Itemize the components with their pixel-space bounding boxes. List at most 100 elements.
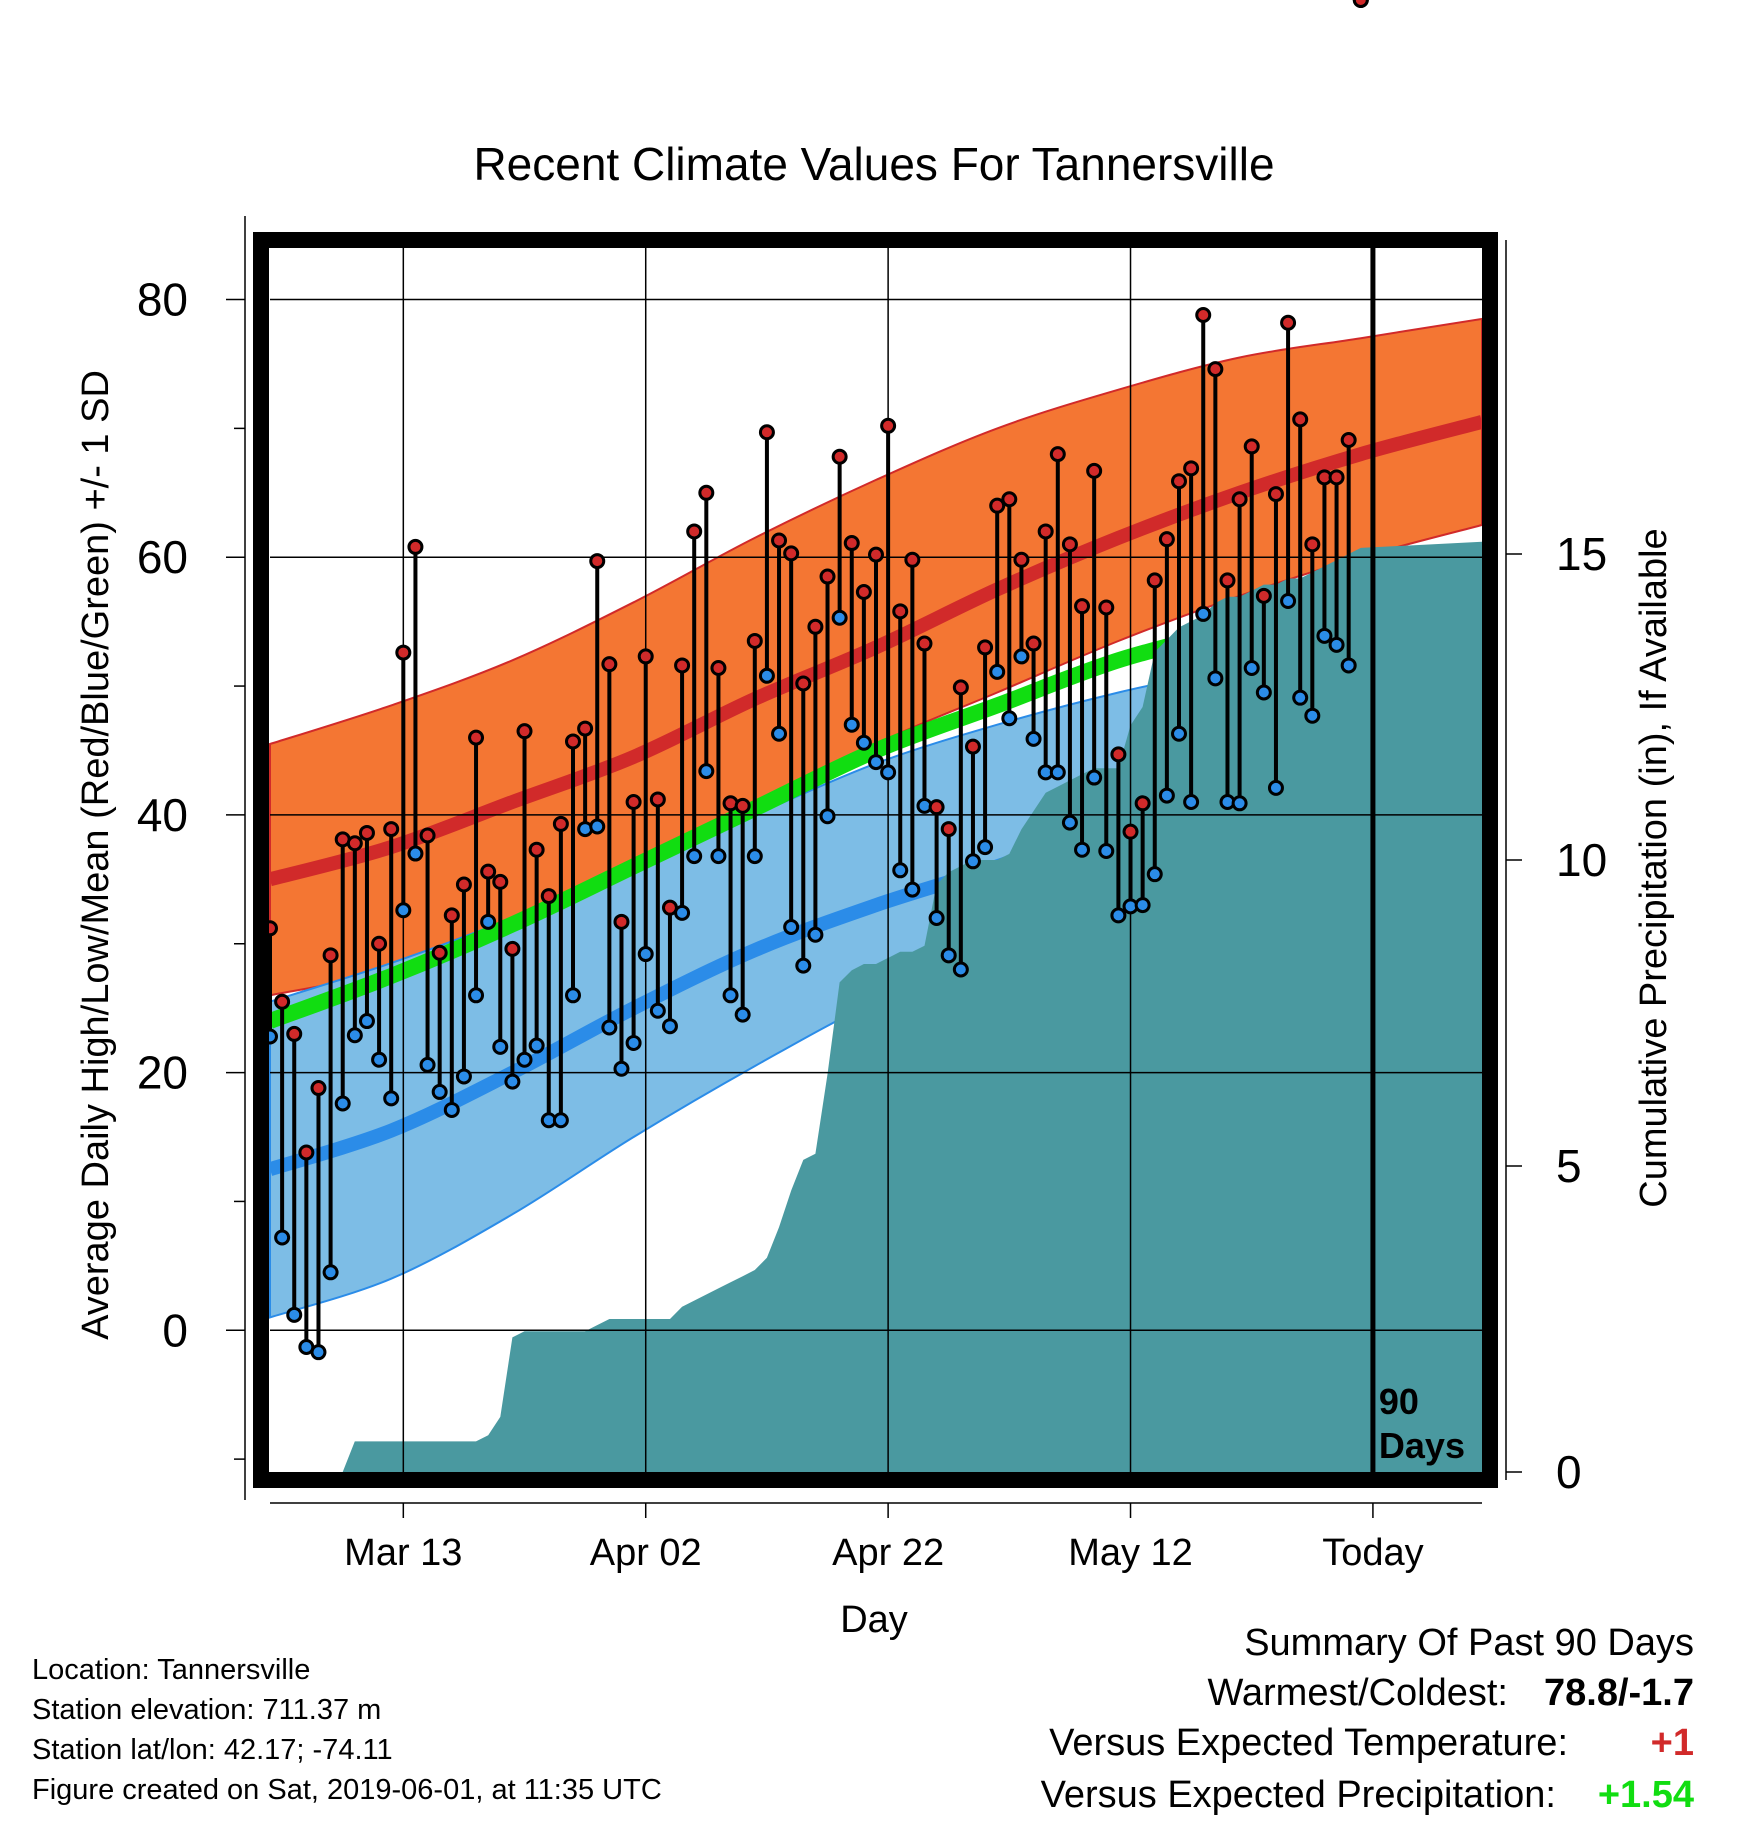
high-point xyxy=(783,545,800,562)
high-point xyxy=(795,675,812,692)
precipitation-fill xyxy=(270,541,1482,1472)
high-point xyxy=(1074,598,1091,615)
temp-value: +1 xyxy=(1650,1722,1694,1764)
high-point xyxy=(589,553,606,570)
x-axis-label: Day xyxy=(840,1599,908,1641)
y-tick-label: 80 xyxy=(137,274,188,326)
low-point xyxy=(831,609,848,626)
low-point xyxy=(419,1056,436,1073)
low-point xyxy=(358,1013,375,1030)
y-tick-label: 40 xyxy=(137,789,188,841)
high-point xyxy=(1001,491,1018,508)
low-point xyxy=(322,1264,339,1281)
low-point xyxy=(334,1095,351,1112)
low-point xyxy=(504,1073,521,1090)
y-axis-label: Average Daily High/Low/Mean (Red/Blue/Gr… xyxy=(75,370,117,1340)
low-point xyxy=(952,961,969,978)
high-point xyxy=(1025,635,1042,652)
high-point xyxy=(649,791,666,808)
low-point xyxy=(686,848,703,865)
low-point xyxy=(819,808,836,825)
high-point xyxy=(516,723,533,740)
high-point xyxy=(1267,486,1284,503)
low-point xyxy=(613,1060,630,1077)
high-point xyxy=(1086,462,1103,479)
high-point xyxy=(419,827,436,844)
plot-border xyxy=(253,232,1498,1488)
high-point xyxy=(674,657,691,674)
low-point xyxy=(407,845,424,862)
high-point xyxy=(843,535,860,552)
high-point xyxy=(637,648,654,665)
low-point xyxy=(1195,605,1212,622)
high-point xyxy=(964,738,981,755)
low-point xyxy=(758,667,775,684)
high-point xyxy=(358,824,375,841)
low-point xyxy=(1086,769,1103,786)
high-point xyxy=(443,907,460,924)
x-tick-label: Apr 02 xyxy=(590,1532,702,1574)
high-point xyxy=(855,584,872,601)
low-point xyxy=(989,663,1006,680)
high-point xyxy=(989,497,1006,514)
low-point xyxy=(843,716,860,733)
high-point xyxy=(1171,473,1187,490)
today-days-label: Days xyxy=(1379,1425,1465,1466)
low-point xyxy=(528,1037,545,1054)
low-point xyxy=(977,839,994,856)
low-point xyxy=(637,946,654,963)
low-point xyxy=(710,848,727,865)
elevation-text: Station elevation: 711.37 m xyxy=(32,1694,382,1726)
low-point xyxy=(1231,795,1248,812)
high-point xyxy=(601,656,618,673)
high-point xyxy=(455,876,472,893)
high-point xyxy=(1195,306,1212,323)
high-point xyxy=(286,1025,303,1042)
high-point xyxy=(613,913,630,930)
high-point xyxy=(1219,572,1236,589)
low-point xyxy=(1061,814,1078,831)
x-tick-label: Today xyxy=(1322,1532,1423,1574)
low-point xyxy=(371,1051,388,1068)
low-point xyxy=(286,1306,303,1323)
high-point xyxy=(746,632,763,649)
low-point xyxy=(734,1006,751,1023)
precip-value: +1.54 xyxy=(1597,1774,1694,1816)
low-point xyxy=(1267,779,1284,796)
high-point xyxy=(831,448,848,465)
low-point xyxy=(1316,627,1333,644)
low-point xyxy=(928,909,945,926)
low-point xyxy=(480,913,497,930)
high-point xyxy=(686,523,703,540)
low-point xyxy=(1146,866,1163,883)
y2-tick-label: 15 xyxy=(1556,528,1607,580)
low-point xyxy=(274,1229,291,1246)
high-point xyxy=(1158,531,1175,548)
high-point xyxy=(952,679,969,696)
chart-title: Recent Climate Values For Tannersville xyxy=(473,138,1274,190)
low-point xyxy=(492,1038,509,1055)
high-point xyxy=(1292,411,1309,428)
high-point xyxy=(928,799,945,816)
high-point xyxy=(540,888,557,905)
y-tick-label: 60 xyxy=(137,531,188,583)
y2-tick-label: 5 xyxy=(1556,1140,1582,1192)
low-point xyxy=(1304,707,1321,724)
today-days-label: 90 xyxy=(1379,1381,1419,1422)
high-point xyxy=(468,729,485,746)
high-point xyxy=(1328,469,1345,486)
low-point xyxy=(1074,841,1091,858)
high-point xyxy=(1037,523,1054,540)
high-point xyxy=(819,568,836,585)
high-point xyxy=(371,935,388,952)
warm-cold-value: 78.8/-1.7 xyxy=(1544,1672,1694,1714)
low-point xyxy=(1280,593,1297,610)
high-point xyxy=(625,794,642,811)
high-point xyxy=(407,538,424,555)
low-point xyxy=(601,1019,618,1036)
axes: 0 20 40 60 80 Mar 13 Apr 02 Apr 22 May 12 Today 0 5… xyxy=(137,216,1607,1574)
high-point xyxy=(977,639,994,656)
high-point xyxy=(916,635,933,652)
